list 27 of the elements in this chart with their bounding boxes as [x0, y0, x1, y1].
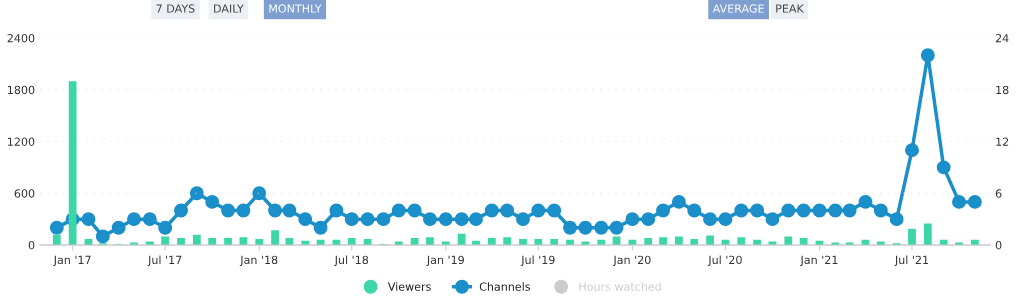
text: MONTHLY — [269, 4, 322, 13]
legend-label: Viewers — [387, 282, 431, 291]
text: 7 DAYS — [156, 4, 195, 13]
y2-tick-label: 24 — [995, 33, 1009, 43]
y2-tick-label: 18 — [996, 85, 1009, 95]
legend-label: Channels — [479, 282, 531, 291]
text: PEAK — [776, 4, 805, 13]
y-tick-label: 0 — [28, 241, 35, 250]
y-tick-label: 2400 — [7, 33, 35, 43]
y2-tick-label: 12 — [996, 137, 1009, 146]
text: DAILY — [214, 4, 244, 13]
y2-tick-label: 6 — [995, 189, 1002, 198]
x-tick-label: Jul '19 — [520, 255, 555, 267]
y-tick-label: 600 — [14, 189, 35, 198]
x-tick-label: Jul '17 — [147, 255, 182, 267]
y2-tick-label: 0 — [995, 241, 1002, 250]
x-tick-label: Jan '18 — [239, 255, 278, 267]
y-tick-label: 1800 — [8, 85, 35, 95]
x-tick-label: Jan '17 — [53, 255, 91, 267]
text: AVERAGE — [712, 4, 764, 13]
x-tick-label: Jan '20 — [612, 255, 651, 267]
x-tick-label: Jul '20 — [707, 255, 742, 267]
x-tick-label: Jan '21 — [799, 255, 838, 267]
x-tick-label: Jan '19 — [426, 255, 464, 267]
y-tick-label: 1200 — [8, 137, 35, 146]
x-tick-label: Jul '18 — [334, 255, 369, 267]
x-tick-label: Jul '21 — [894, 255, 929, 267]
